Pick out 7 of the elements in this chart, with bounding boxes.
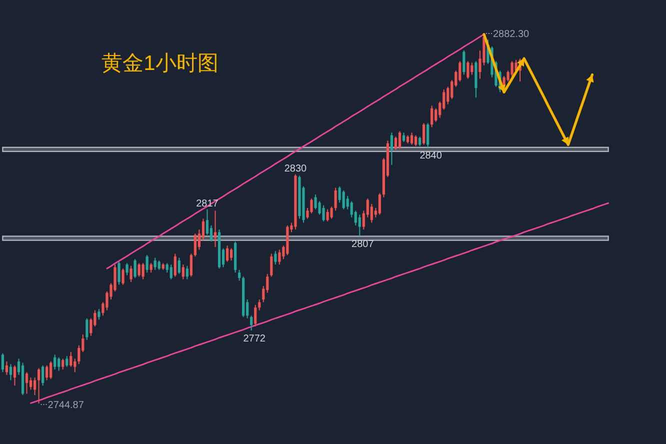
annotation: 2772 [243,333,266,344]
annotation: 2830 [284,163,307,174]
annotation: 2744.87 [48,400,84,411]
annotation: 2840 [420,150,442,162]
annotation: 2807 [352,239,374,250]
annotation: 2882.30 [492,29,530,40]
title: 黄金1小时图 [102,52,218,75]
